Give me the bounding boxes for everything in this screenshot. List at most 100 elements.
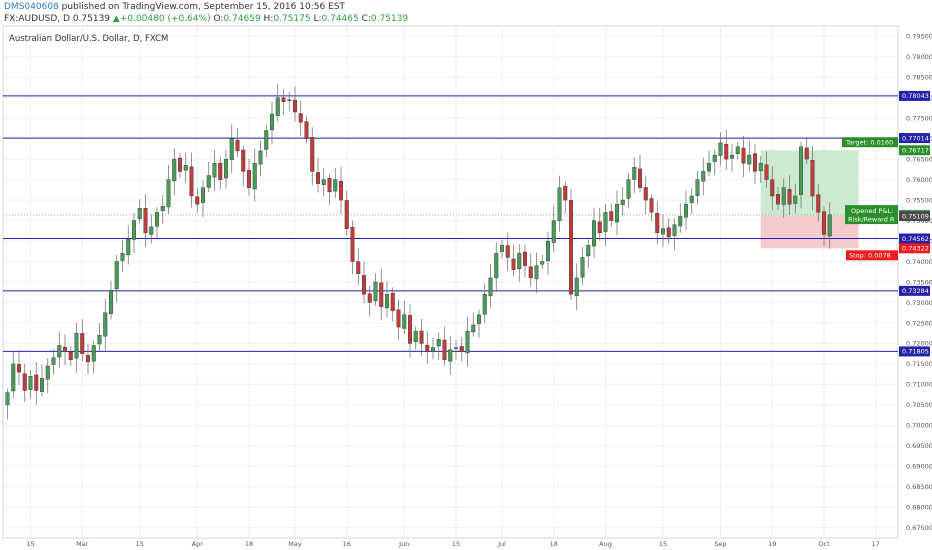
candle-body bbox=[770, 179, 775, 197]
x-tick-label: May bbox=[288, 540, 302, 548]
publish-line: DMS040608 published on TradingView.com, … bbox=[4, 1, 345, 13]
target-label-box bbox=[842, 137, 898, 148]
candle-body bbox=[160, 206, 165, 212]
candle-body bbox=[816, 194, 821, 213]
candle-body bbox=[574, 277, 579, 297]
candle-body bbox=[252, 163, 257, 190]
candle-body bbox=[120, 253, 125, 261]
x-tick-label: Mar bbox=[76, 540, 89, 548]
time-axis[interactable]: 15 Mar 15 Apr 18 May 16 Jun 15 Jul 18 Aug 15 Sep 19 Oct… bbox=[26, 540, 880, 548]
candle-body bbox=[304, 121, 309, 139]
candle-body bbox=[747, 154, 752, 165]
candle-body bbox=[235, 139, 240, 152]
candle-body bbox=[822, 211, 827, 235]
chart-header: DMS040608 published on TradingView.com, … bbox=[0, 0, 932, 26]
candle-body bbox=[592, 220, 597, 247]
high-value: 0.75175 bbox=[273, 14, 311, 24]
candle-body bbox=[758, 163, 763, 172]
candle-body bbox=[505, 245, 510, 258]
candle-body bbox=[131, 220, 136, 240]
candle-body bbox=[603, 212, 608, 232]
candle-body bbox=[701, 171, 706, 182]
candle-body bbox=[500, 244, 505, 252]
candle-body bbox=[408, 315, 413, 344]
candle-body bbox=[22, 373, 27, 391]
level-price-tag-text: 0.77014 bbox=[902, 134, 929, 142]
candle-body bbox=[108, 289, 113, 315]
target-zone[interactable] bbox=[760, 150, 859, 217]
username-link[interactable]: DMS040608 bbox=[4, 2, 59, 12]
candle-body bbox=[528, 266, 533, 279]
candle-body bbox=[580, 257, 585, 278]
candle-body bbox=[672, 224, 677, 237]
candle-body bbox=[511, 258, 516, 270]
candle-body bbox=[425, 344, 430, 352]
candle-body bbox=[287, 99, 292, 101]
candle-body bbox=[730, 154, 735, 159]
candle-body bbox=[356, 261, 361, 275]
candle-body bbox=[689, 195, 694, 203]
candle-body bbox=[68, 351, 73, 361]
candle-body bbox=[137, 208, 142, 220]
level-price-tag bbox=[899, 133, 930, 144]
candle-body bbox=[724, 144, 729, 160]
candle-body bbox=[333, 179, 338, 192]
candle-body bbox=[362, 275, 367, 295]
low-label: L: bbox=[313, 14, 322, 24]
close-label: C: bbox=[361, 14, 371, 24]
change-up-icon: ▲ bbox=[112, 14, 120, 24]
candle-body bbox=[63, 346, 68, 352]
y-tick-label: 0.69500 bbox=[906, 442, 932, 450]
candle-body bbox=[655, 212, 660, 234]
candle-body bbox=[218, 162, 223, 180]
level-price-tag-text: 0.74562 bbox=[902, 235, 929, 243]
symbol-label[interactable]: FX:AUDUSD, D bbox=[4, 14, 70, 24]
candle-body bbox=[149, 226, 154, 235]
entry-price-tag bbox=[899, 211, 930, 222]
candle-body bbox=[339, 180, 344, 201]
candle-body bbox=[51, 357, 56, 365]
price-tags: 0.78043 0.77014 0.74562 0.73284 0.71805 0.767… bbox=[842, 90, 930, 357]
candle-body bbox=[804, 147, 809, 160]
candle-body bbox=[270, 113, 275, 131]
x-tick-label: Aug bbox=[599, 540, 612, 548]
candle-body bbox=[350, 226, 355, 262]
close-value: 0.75139 bbox=[370, 14, 409, 24]
candle-body bbox=[597, 221, 602, 234]
y-tick-label: 0.68500 bbox=[906, 483, 932, 491]
candle-body bbox=[40, 378, 45, 392]
x-tick-label: 18 bbox=[550, 540, 558, 548]
level-price-tag-text: 0.71805 bbox=[902, 348, 929, 356]
stop-price-tag-text: 0.74322 bbox=[902, 245, 929, 253]
y-tick-label: 0.75500 bbox=[906, 196, 932, 204]
candle-body bbox=[172, 158, 177, 182]
candle-body bbox=[91, 345, 96, 362]
candle-body bbox=[126, 238, 131, 256]
candle-body bbox=[74, 333, 79, 359]
y-tick-label: 0.70000 bbox=[906, 422, 932, 430]
candle-body bbox=[321, 179, 326, 186]
candle-body bbox=[482, 294, 487, 315]
candle-body bbox=[517, 253, 522, 270]
y-tick-label: 0.70500 bbox=[906, 401, 932, 409]
published-text: published on TradingView.com, September … bbox=[58, 2, 345, 12]
candle-body bbox=[799, 146, 804, 195]
candle-body bbox=[34, 374, 39, 391]
position-zones bbox=[760, 150, 859, 249]
y-tick-label: 0.72000 bbox=[906, 340, 932, 348]
stop-zone[interactable] bbox=[760, 216, 859, 249]
candle-body bbox=[695, 179, 700, 196]
level-price-tag bbox=[899, 90, 930, 101]
y-tick-label: 0.78500 bbox=[906, 74, 932, 82]
candle-body bbox=[735, 146, 740, 154]
candle-body bbox=[310, 137, 315, 172]
candle-body bbox=[436, 339, 441, 347]
y-tick-label: 0.67500 bbox=[906, 524, 932, 532]
candle-body bbox=[413, 330, 418, 343]
candle-body bbox=[764, 164, 769, 180]
candle-body bbox=[114, 261, 119, 290]
candle-body bbox=[741, 147, 746, 164]
candle-body bbox=[569, 200, 574, 295]
price-axis[interactable]: 0.795000.790000.785000.780000.775000.770… bbox=[906, 33, 932, 533]
